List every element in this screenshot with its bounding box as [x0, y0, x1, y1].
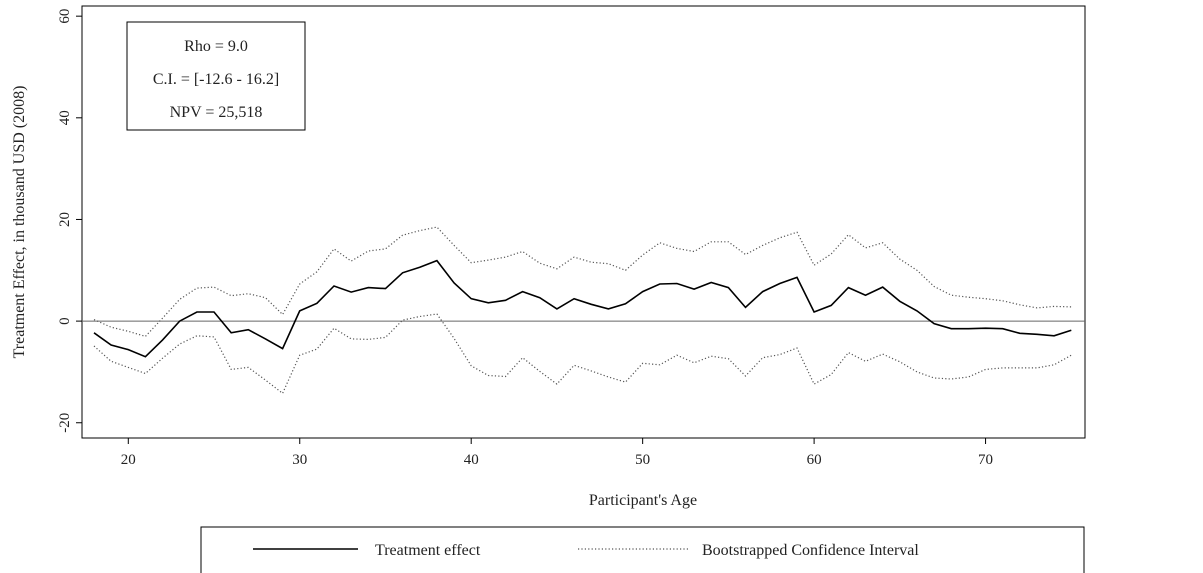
- x-tick-label: 50: [635, 452, 650, 468]
- ci-upper-line: [93, 226, 1072, 338]
- y-tick-label: 20: [57, 212, 73, 227]
- axes: 20 30 40 50 60 70 -20 0 20 40 60: [57, 9, 1085, 468]
- series-layer: [93, 226, 1072, 395]
- plot-region: [81, 5, 1086, 439]
- x-axis-title: Participant's Age: [589, 492, 697, 509]
- treatment-effect-line: [93, 259, 1072, 358]
- y-axis-title: Treatment Effect, in thousand USD (2008): [11, 86, 28, 359]
- plot-frame: [81, 5, 1086, 439]
- legend: Treatment effect Bootstrapped Confidence…: [200, 526, 1085, 573]
- annotation-rho: Rho = 9.0: [184, 38, 248, 55]
- y-tick-label: 40: [57, 110, 73, 125]
- y-tick-label: 0: [57, 317, 73, 325]
- x-tick-label: 20: [121, 452, 136, 468]
- annotation-ci: C.I. = [-12.6 - 16.2]: [153, 71, 279, 88]
- y-tick-label: 60: [57, 9, 73, 24]
- x-tick-label: 40: [464, 452, 479, 468]
- x-tick-label: 30: [292, 452, 307, 468]
- y-tick-label: -20: [57, 413, 73, 433]
- annotation-npv: NPV = 25,518: [170, 104, 263, 121]
- x-tick-label: 70: [978, 452, 993, 468]
- legend-label-treatment: Treatment effect: [375, 542, 481, 559]
- legend-label-ci: Bootstrapped Confidence Interval: [702, 542, 919, 559]
- x-tick-label: 60: [807, 452, 822, 468]
- annotation-box: Rho = 9.0 C.I. = [-12.6 - 16.2] NPV = 25…: [126, 21, 306, 131]
- ci-lower-line: [93, 313, 1072, 395]
